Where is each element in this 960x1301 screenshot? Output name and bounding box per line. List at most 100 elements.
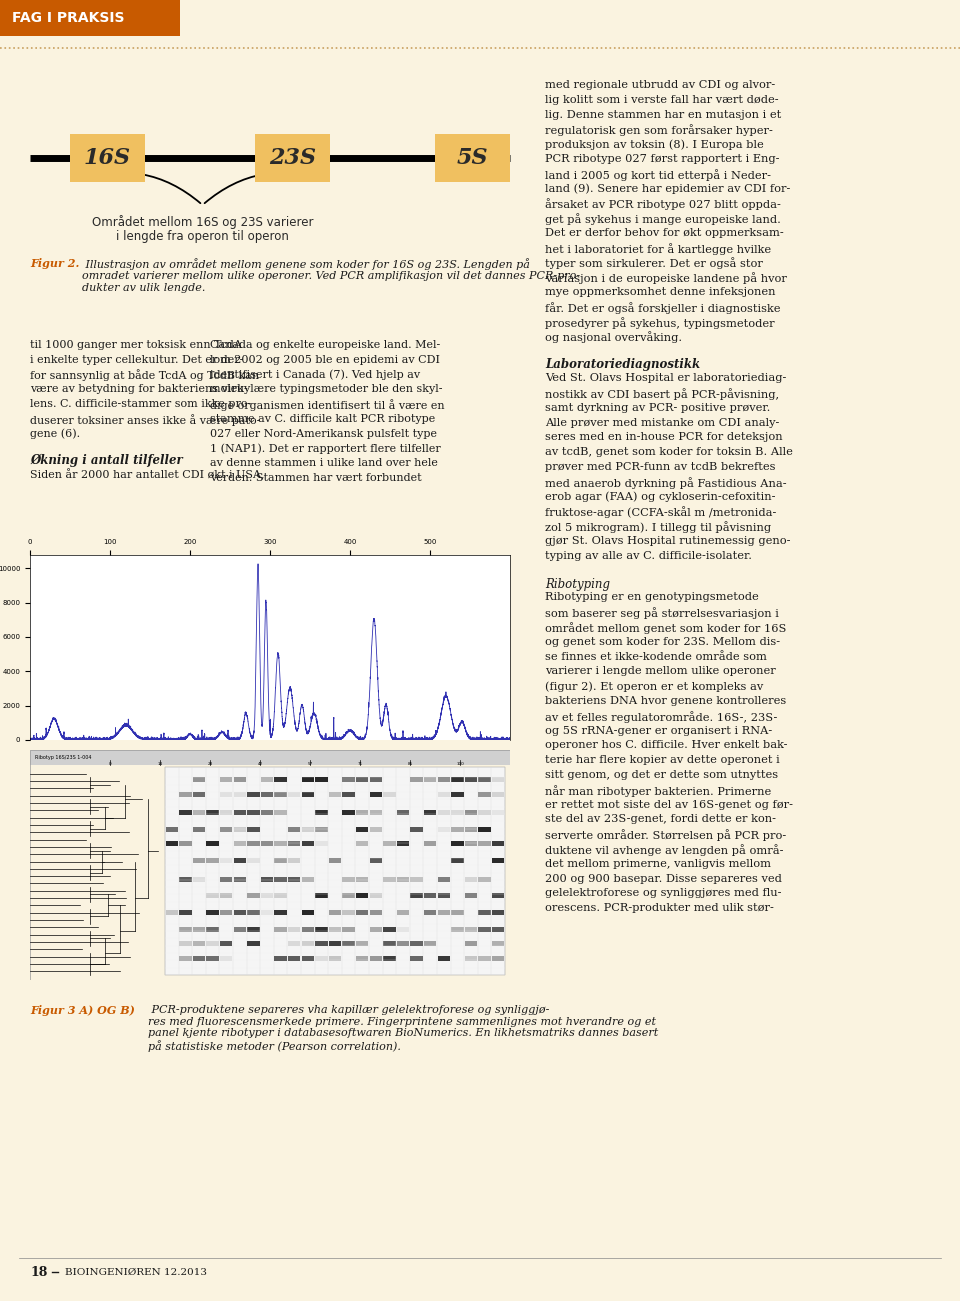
Bar	[411, 956, 422, 961]
Bar	[329, 791, 341, 796]
Bar	[275, 956, 287, 961]
Bar	[438, 956, 450, 961]
Bar	[411, 777, 422, 782]
Bar	[370, 827, 382, 831]
Text: Ribotyping er en genotypingsmetode: Ribotyping er en genotypingsmetode	[545, 592, 758, 602]
Text: av denne stammen i ulike land over hele: av denne stammen i ulike land over hele	[210, 458, 438, 468]
Bar	[396, 926, 409, 932]
Text: FAG I PRAKSIS: FAG I PRAKSIS	[12, 10, 125, 25]
Bar	[315, 926, 327, 932]
Text: typing av alle av C. difficile-isolater.: typing av alle av C. difficile-isolater.	[545, 550, 752, 561]
Bar	[220, 777, 232, 782]
Bar	[233, 777, 246, 782]
Text: seres med en in-house PCR for deteksjon: seres med en in-house PCR for deteksjon	[545, 432, 782, 442]
Bar	[220, 877, 232, 882]
Text: 18: 18	[30, 1266, 47, 1279]
Bar	[343, 926, 354, 932]
Bar	[275, 894, 287, 899]
Bar	[70, 134, 145, 182]
Bar	[233, 827, 246, 831]
Bar	[451, 791, 464, 796]
Bar	[193, 777, 205, 782]
Text: årsaket av PCR ribotype 027 blitt oppda-: årsaket av PCR ribotype 027 blitt oppda-	[545, 198, 780, 211]
Bar	[180, 956, 192, 961]
Text: gelelektroforese og synliggjøres med flu-: gelelektroforese og synliggjøres med flu…	[545, 889, 781, 899]
Bar	[411, 877, 422, 882]
Text: Figur 3 A) OG B): Figur 3 A) OG B)	[30, 1004, 134, 1016]
Bar	[288, 877, 300, 882]
Bar	[478, 827, 491, 831]
Bar	[261, 811, 273, 816]
Text: 23S: 23S	[269, 147, 316, 169]
Bar	[492, 942, 504, 946]
Bar	[478, 827, 491, 831]
Text: prosedyrer på sykehus, typingsmetoder: prosedyrer på sykehus, typingsmetoder	[545, 317, 775, 329]
Bar	[166, 842, 178, 847]
Bar	[180, 842, 192, 847]
Bar	[424, 894, 436, 899]
Bar	[465, 894, 477, 899]
Bar	[343, 894, 354, 899]
Bar	[248, 894, 259, 899]
Bar	[206, 842, 219, 847]
Bar	[356, 827, 369, 831]
Bar	[424, 911, 436, 915]
Bar	[492, 777, 504, 782]
Text: Laboratoriediagnostikk: Laboratoriediagnostikk	[545, 358, 700, 371]
Bar	[411, 827, 422, 831]
Text: duktene vil avhenge av lengden på områ-: duktene vil avhenge av lengden på områ-	[545, 844, 783, 856]
Bar	[288, 926, 300, 932]
Bar	[233, 911, 246, 915]
Text: i enkelte typer cellekultur. Det er der-: i enkelte typer cellekultur. Det er der-	[30, 355, 244, 364]
Text: se finnes et ikke-kodende område som: se finnes et ikke-kodende område som	[545, 652, 767, 662]
Bar	[180, 942, 192, 946]
Text: Canada og enkelte europeiske land. Mel-: Canada og enkelte europeiske land. Mel-	[210, 340, 441, 350]
Bar	[383, 956, 396, 961]
Bar	[193, 926, 205, 932]
Bar	[370, 926, 382, 932]
Bar	[356, 877, 369, 882]
Bar	[255, 134, 330, 182]
Bar	[465, 842, 477, 847]
Bar	[233, 811, 246, 816]
Bar	[396, 911, 409, 915]
Bar	[343, 777, 354, 782]
Bar	[411, 956, 422, 961]
Bar	[478, 956, 491, 961]
Bar	[180, 926, 192, 932]
Bar	[206, 942, 219, 946]
Bar	[166, 827, 178, 831]
Text: het i laboratoriet for å kartlegge hvilke: het i laboratoriet for å kartlegge hvilk…	[545, 243, 771, 255]
Bar	[329, 911, 341, 915]
Bar	[343, 791, 354, 796]
Bar	[411, 894, 422, 899]
Bar	[248, 811, 259, 816]
Bar	[329, 859, 341, 863]
Bar	[478, 842, 491, 847]
Bar	[478, 877, 491, 882]
Text: 42: 42	[257, 762, 263, 766]
Bar	[451, 811, 464, 816]
Bar	[275, 811, 287, 816]
Bar	[465, 811, 477, 816]
Bar	[370, 926, 382, 932]
Bar	[492, 926, 504, 932]
Bar	[220, 911, 232, 915]
Text: dige organismen identifisert til å være en: dige organismen identifisert til å være …	[210, 399, 444, 411]
Bar	[315, 811, 327, 816]
Bar	[275, 842, 287, 847]
Text: av tcdB, genet som koder for toksin B. Alle: av tcdB, genet som koder for toksin B. A…	[545, 448, 793, 457]
Bar	[180, 811, 192, 816]
Text: Det er derfor behov for økt oppmerksam-: Det er derfor behov for økt oppmerksam-	[545, 228, 783, 238]
Bar	[206, 911, 219, 915]
Bar	[180, 811, 192, 816]
Bar	[370, 911, 382, 915]
Bar	[424, 842, 436, 847]
Bar	[206, 842, 219, 847]
Text: 28: 28	[207, 762, 212, 766]
Bar	[315, 842, 327, 847]
Bar	[301, 926, 314, 932]
Bar	[478, 811, 491, 816]
Bar	[465, 777, 477, 782]
Bar	[193, 859, 205, 863]
